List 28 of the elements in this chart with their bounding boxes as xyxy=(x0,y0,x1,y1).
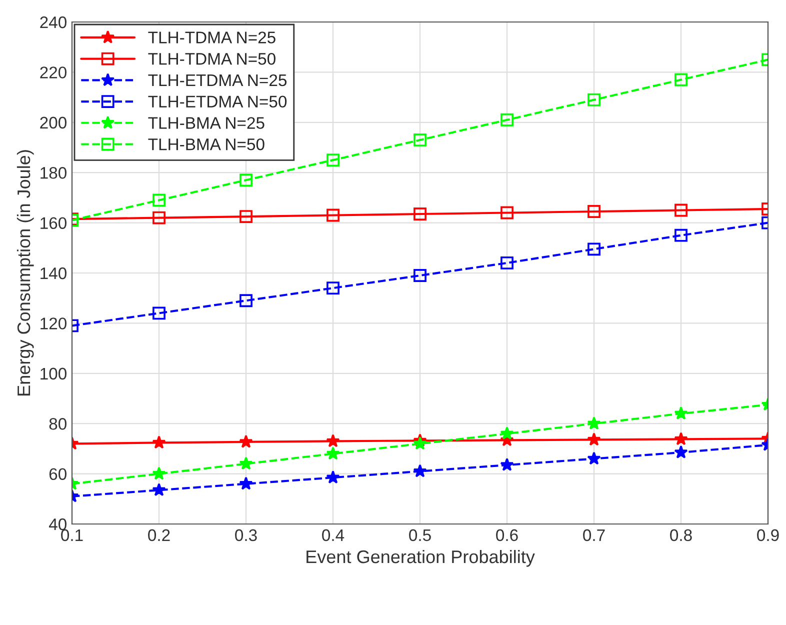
x-tick-label: 0.7 xyxy=(583,529,605,542)
x-tick-label: 0.3 xyxy=(235,529,257,542)
legend-label: TLH-ETDMA N=25 xyxy=(148,74,287,86)
legend-label: TLH-TDMA N=25 xyxy=(148,32,276,44)
y-tick-label: 80 xyxy=(49,418,66,430)
y-tick-label: 180 xyxy=(40,167,66,179)
x-tick-label: 0.9 xyxy=(757,529,779,542)
x-tick-label: 0.8 xyxy=(670,529,692,542)
y-tick-label: 160 xyxy=(40,217,66,230)
y-tick-label: 120 xyxy=(40,318,66,330)
y-tick-label: 100 xyxy=(40,368,66,380)
x-tick-label: 0.1 xyxy=(61,529,83,542)
y-tick-label: 200 xyxy=(40,116,66,129)
legend-label: TLH-TDMA N=50 xyxy=(148,52,276,65)
x-axis-title: Event Generation Probability xyxy=(306,550,535,567)
x-tick-label: 0.5 xyxy=(409,529,431,542)
x-tick-label: 0.6 xyxy=(496,529,518,542)
legend-label: TLH-ETDMA N=50 xyxy=(148,96,287,108)
y-tick-label: 140 xyxy=(40,267,66,280)
y-tick-label: 240 xyxy=(40,16,66,28)
x-tick-label: 0.4 xyxy=(322,529,344,542)
x-tick-label: 0.2 xyxy=(148,529,170,542)
y-tick-label: 220 xyxy=(40,66,66,78)
y-axis-title: Energy Consumption (in Joule) xyxy=(16,150,34,396)
legend-label: TLH-BMA N=25 xyxy=(148,117,264,129)
y-tick-label: 40 xyxy=(48,518,66,530)
legend-label: TLH-BMA N=50 xyxy=(148,138,264,150)
y-tick-label: 60 xyxy=(49,468,66,480)
